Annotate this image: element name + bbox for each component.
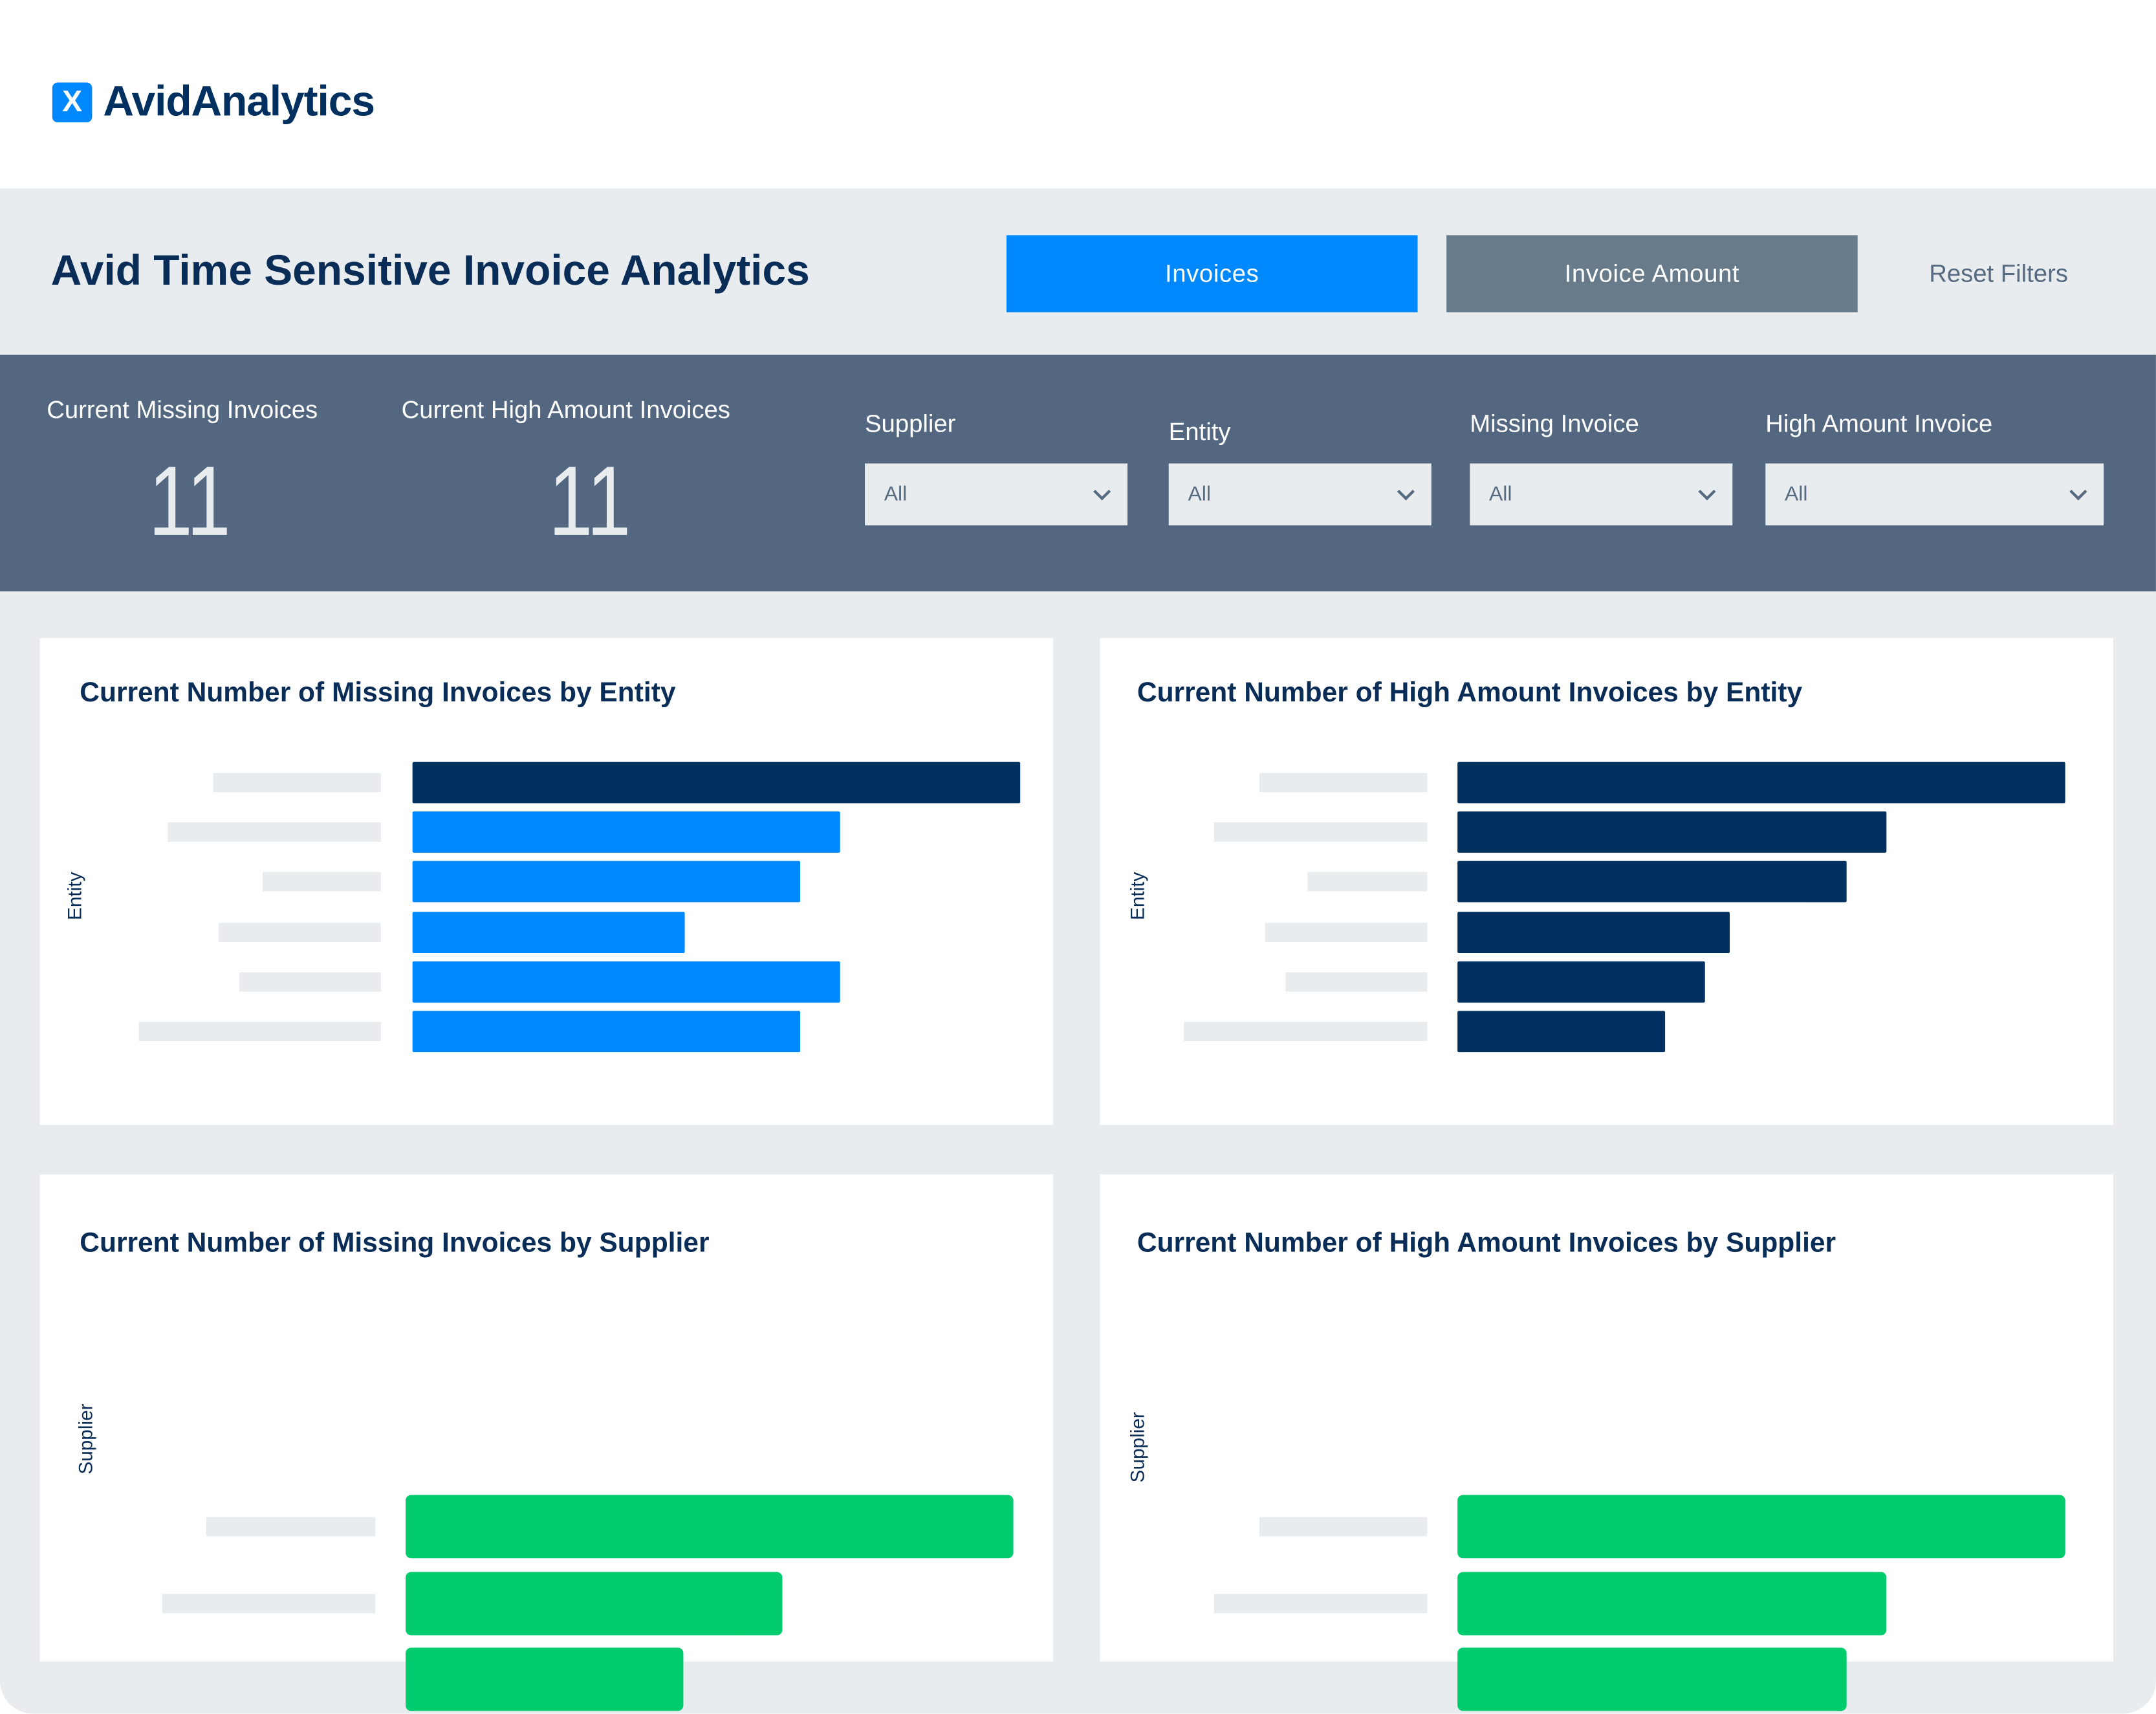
dashboard-panel: Avid Time Sensitive Invoice Analytics In… [0, 188, 2156, 1714]
category-label-placeholder [256, 1670, 376, 1690]
chevron-down-icon [1698, 482, 1716, 500]
kpi-high-amount-value: 11 [549, 446, 631, 557]
missing-invoice-select[interactable]: All [1470, 463, 1733, 525]
category-label-placeholder [1285, 972, 1428, 992]
entity-select-value: All [1188, 483, 1211, 507]
y-axis-label: Supplier [1126, 1412, 1148, 1483]
y-axis-label: Entity [1126, 872, 1148, 921]
high-amount-select-value: All [1785, 483, 1808, 507]
bar[interactable] [412, 861, 801, 903]
y-axis-label: Entity [63, 872, 85, 921]
category-label-placeholder [262, 872, 381, 892]
category-label-placeholder [218, 922, 381, 942]
category-label-placeholder [168, 822, 381, 842]
chart-title: Current Number of Missing Invoices by Su… [80, 1228, 710, 1258]
bar[interactable] [1457, 911, 1730, 953]
category-label-placeholder [138, 1022, 381, 1042]
logo: X AvidAnalytics [52, 77, 375, 127]
bar[interactable] [1457, 1011, 1666, 1053]
entity-select[interactable]: All [1168, 463, 1432, 525]
bar[interactable] [412, 1011, 801, 1053]
missing-invoice-select-value: All [1489, 483, 1512, 507]
bar[interactable] [1457, 1648, 1847, 1712]
bar[interactable] [406, 1648, 684, 1712]
missing-invoice-filter-label: Missing Invoice [1470, 410, 1639, 437]
kpi-missing-label: Current Missing Invoices [47, 396, 318, 424]
chart-high-amount-by-supplier: Current Number of High Amount Invoices b… [1100, 1174, 2114, 1712]
bar[interactable] [1457, 1571, 1887, 1635]
kpi-missing-value: 11 [148, 446, 231, 557]
category-label-placeholder [1307, 872, 1428, 892]
reset-filters-button[interactable]: Reset Filters [1929, 259, 2068, 288]
chart-title: Current Number of High Amount Invoices b… [1137, 677, 1803, 709]
category-label-placeholder [213, 773, 381, 793]
high-amount-select[interactable]: All [1765, 463, 2104, 525]
high-amount-filter-label: High Amount Invoice [1765, 410, 1993, 437]
category-label-placeholder [1259, 1517, 1428, 1537]
page-title: Avid Time Sensitive Invoice Analytics [50, 246, 810, 294]
category-label-placeholder [1259, 773, 1428, 793]
chart-title: Current Number of High Amount Invoices b… [1137, 1228, 1836, 1258]
category-label-placeholder [1265, 922, 1428, 942]
bar[interactable] [406, 1571, 783, 1635]
brand-name: AvidAnalytics [103, 77, 375, 126]
category-label-placeholder [1184, 1022, 1428, 1042]
category-label-placeholder [1214, 1593, 1428, 1613]
kpi-high-amount-label: Current High Amount Invoices [401, 396, 730, 424]
supplier-select-value: All [884, 483, 908, 507]
bar[interactable] [1457, 861, 1847, 903]
supplier-filter-label: Supplier [865, 410, 956, 437]
supplier-select[interactable]: All [865, 463, 1127, 525]
logo-icon: X [52, 82, 93, 122]
chevron-down-icon [1397, 482, 1415, 500]
bar[interactable] [1457, 811, 1887, 853]
category-label-placeholder [1307, 1670, 1428, 1690]
y-axis-label: Supplier [74, 1403, 96, 1475]
category-label-placeholder [206, 1517, 376, 1537]
chevron-down-icon [2069, 482, 2087, 500]
tab-invoice-amount[interactable]: Invoice Amount [1446, 235, 1858, 313]
chevron-down-icon [1093, 482, 1111, 500]
chart-high-amount-by-entity: Current Number of High Amount Invoices b… [1100, 638, 2114, 1125]
bar[interactable] [412, 911, 685, 953]
filter-band: Current Missing Invoices 11 Current High… [0, 355, 2156, 592]
bar[interactable] [1457, 762, 2065, 804]
bar[interactable] [412, 961, 841, 1003]
category-label-placeholder [162, 1593, 376, 1613]
bar[interactable] [1457, 961, 1705, 1003]
category-label-placeholder [239, 972, 381, 992]
bar[interactable] [412, 811, 841, 853]
bar[interactable] [412, 762, 1021, 804]
entity-filter-label: Entity [1168, 418, 1231, 446]
bar[interactable] [406, 1495, 1014, 1559]
bar[interactable] [1457, 1495, 2065, 1559]
chart-missing-by-entity: Current Number of Missing Invoices by En… [39, 638, 1054, 1125]
tab-invoices[interactable]: Invoices [1006, 235, 1418, 313]
chart-missing-by-supplier: Current Number of Missing Invoices by Su… [39, 1174, 1054, 1712]
chart-title: Current Number of Missing Invoices by En… [80, 677, 676, 709]
category-label-placeholder [1214, 822, 1428, 842]
